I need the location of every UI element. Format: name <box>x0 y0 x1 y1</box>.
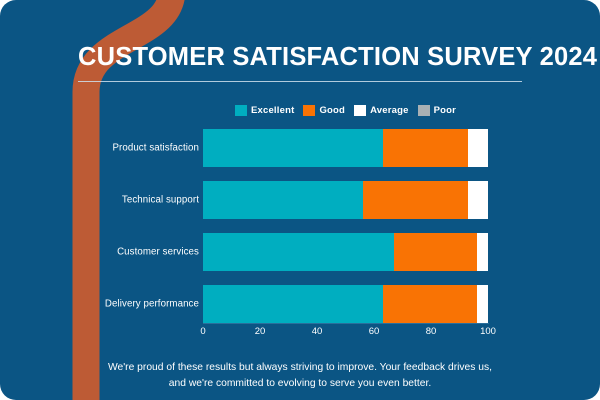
title-divider <box>78 80 522 82</box>
bar-segment-average[interactable] <box>476 233 488 271</box>
table-row[interactable] <box>203 285 488 323</box>
category-label-0: Product satisfaction <box>112 142 199 154</box>
x-tick-label: 100 <box>480 326 496 337</box>
page-title: CUSTOMER SATISFACTION SURVEY 2024 <box>78 43 598 71</box>
table-row[interactable] <box>203 129 488 167</box>
x-tick-label: 40 <box>311 326 323 337</box>
bar-segment-good[interactable] <box>382 285 477 323</box>
bar-segment-excellent[interactable] <box>203 233 394 271</box>
footer-caption: We're proud of these results but always … <box>107 362 493 390</box>
legend-swatch-average <box>354 105 367 116</box>
bar-segment-good[interactable] <box>382 129 469 167</box>
legend-item-average[interactable]: Average <box>354 105 409 116</box>
legend-label-excellent: Excellent <box>250 105 295 116</box>
bar-segment-average[interactable] <box>468 181 488 219</box>
legend-swatch-poor <box>417 105 430 116</box>
legend-label-good: Good <box>319 105 346 116</box>
category-label-3: Delivery performance <box>104 298 199 310</box>
x-tick-label: 80 <box>425 326 437 337</box>
table-row[interactable] <box>203 233 488 271</box>
x-tick-label: 0 <box>200 326 206 337</box>
legend-swatch-good <box>303 105 316 116</box>
legend-label-average: Average <box>370 105 409 116</box>
bar-segment-good[interactable] <box>393 233 477 271</box>
bar-segment-good[interactable] <box>362 181 469 219</box>
bar-segment-excellent[interactable] <box>203 285 383 323</box>
x-tick-label: 60 <box>368 326 380 337</box>
x-axis-line <box>203 323 489 324</box>
bar-segment-excellent[interactable] <box>203 181 363 219</box>
legend-item-good[interactable]: Good <box>303 105 345 116</box>
category-label-2: Customer services <box>117 246 199 258</box>
legend-swatch-excellent <box>234 105 247 116</box>
bar-segment-excellent[interactable] <box>203 129 383 167</box>
category-label-1: Technical support <box>121 194 199 206</box>
legend-label-poor: Poor <box>433 105 457 116</box>
legend-item-excellent[interactable]: Excellent <box>234 105 295 116</box>
title-block: CUSTOMER SATISFACTION SURVEY 2024 <box>78 43 598 82</box>
table-row[interactable] <box>203 181 488 219</box>
x-tick-label: 20 <box>254 326 266 337</box>
chart-legend: Excellent Good Average Poor <box>203 105 488 116</box>
bar-segment-average[interactable] <box>468 129 488 167</box>
legend-item-poor[interactable]: Poor <box>417 105 457 116</box>
bar-segment-average[interactable] <box>476 285 488 323</box>
